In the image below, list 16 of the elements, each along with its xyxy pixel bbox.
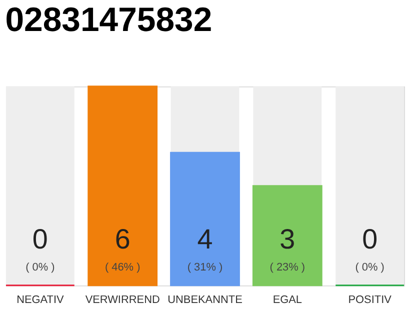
- annotation: ( 0% ): [355, 261, 384, 274]
- annotation: ( 31% ): [187, 261, 223, 274]
- annotation: ( 46% ): [104, 261, 140, 274]
- annotation: ( 23% ): [270, 261, 306, 274]
- x-tick-label: VERWIRREND: [85, 294, 160, 306]
- chart-title: 02831475832: [5, 0, 212, 39]
- data-label: 0: [32, 224, 48, 255]
- x-tick-label: UNBEKANNTE: [168, 294, 242, 306]
- data-label: 3: [280, 224, 296, 255]
- data-label: 4: [197, 224, 213, 255]
- data-label: 0: [362, 224, 378, 255]
- annotation: ( 0% ): [26, 261, 55, 274]
- x-tick-label: NEGATIV: [16, 294, 64, 306]
- data-label: 6: [114, 224, 130, 255]
- x-tick-label: EGAL: [272, 294, 302, 306]
- x-tick-label: POSITIV: [348, 294, 392, 306]
